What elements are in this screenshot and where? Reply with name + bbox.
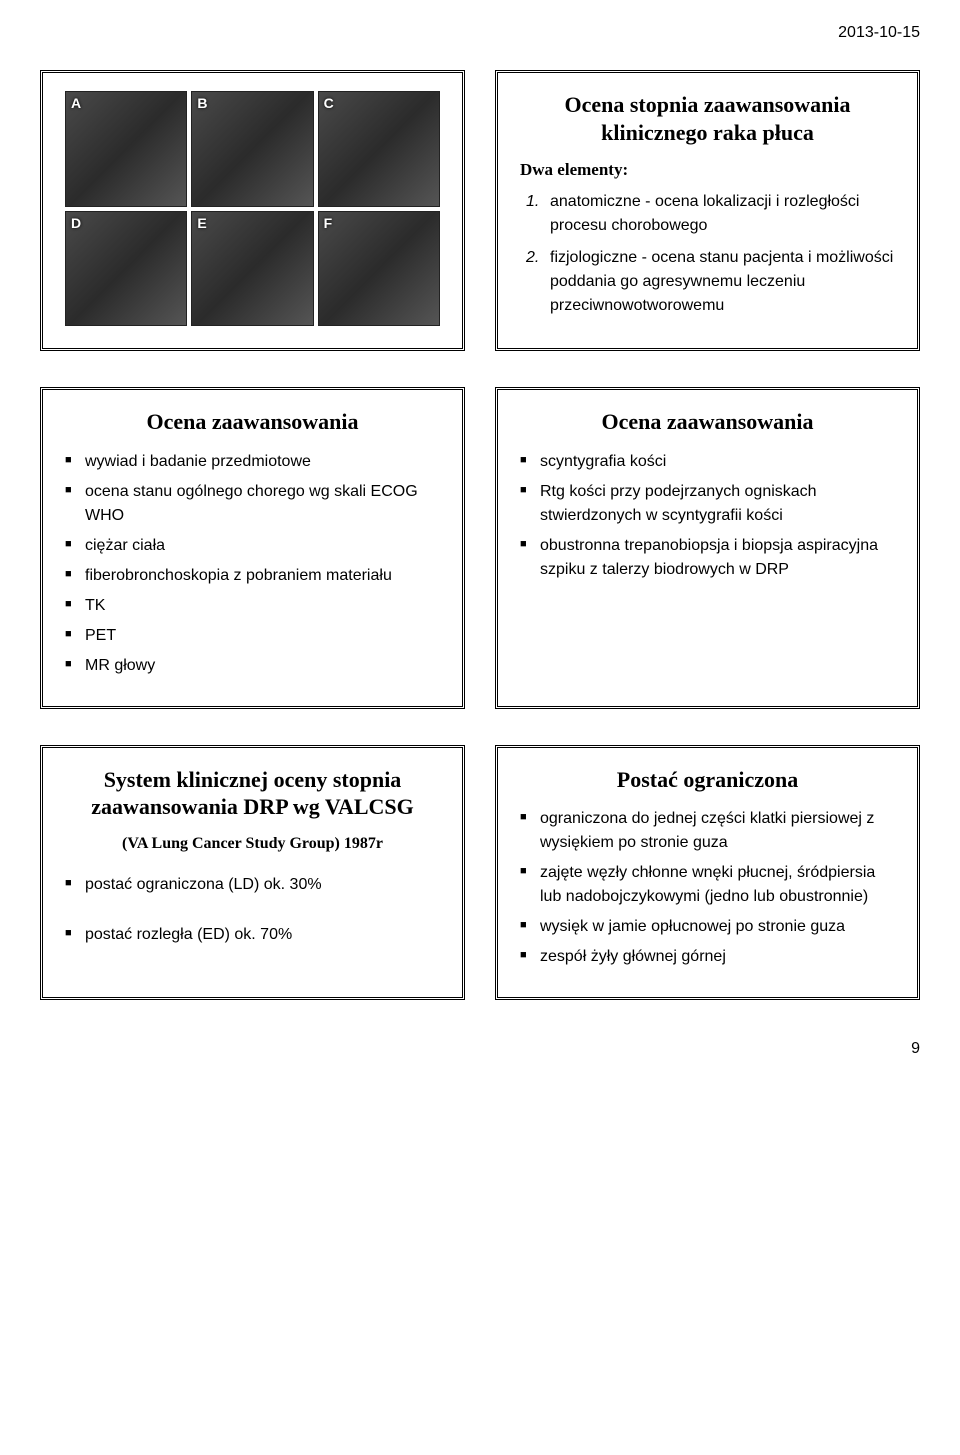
list-item: zespół żyły głównej górnej xyxy=(520,945,895,969)
list-item: 1.anatomiczne - ocena lokalizacji i rozl… xyxy=(526,190,895,238)
list-item: postać rozległa (ED) ok. 70% xyxy=(65,923,440,947)
image-cell: A xyxy=(65,91,187,207)
panel-title: Ocena stopnia zaawansowania klinicznego … xyxy=(520,91,895,146)
panel-subtitle: (VA Lung Cancer Study Group) 1987r xyxy=(65,835,440,853)
bullet-list: ograniczona do jednej części klatki pier… xyxy=(520,807,895,975)
item-number: 1. xyxy=(526,190,544,238)
list-item: zajęte węzły chłonne wnęki płucnej, śród… xyxy=(520,861,895,909)
panel-subtitle: Dwa elementy: xyxy=(520,160,895,180)
list-item: TK xyxy=(65,594,440,618)
image-label: D xyxy=(71,215,81,231)
row-1: A B C D E F Ocena stopnia zaawansowania … xyxy=(40,70,920,351)
panel-title: Postać ograniczona xyxy=(520,766,895,794)
panel-title: Ocena zaawansowania xyxy=(520,408,895,436)
image-grid: A B C D E F xyxy=(65,91,440,326)
image-cell: B xyxy=(191,91,313,207)
image-label: B xyxy=(197,95,207,111)
image-cell: C xyxy=(318,91,440,207)
bullet-list: postać ograniczona (LD) ok. 30% postać r… xyxy=(65,873,440,953)
item-text: anatomiczne - ocena lokalizacji i rozleg… xyxy=(550,190,895,238)
panel-ocena-zaawansowania-2: Ocena zaawansowania scyntygrafia kości R… xyxy=(495,387,920,709)
row-2: Ocena zaawansowania wywiad i badanie prz… xyxy=(40,387,920,709)
image-cell: D xyxy=(65,211,187,327)
item-text: fizjologiczne - ocena stanu pacjenta i m… xyxy=(550,246,895,318)
image-label: F xyxy=(324,215,333,231)
list-item: obustronna trepanobiopsja i biopsja aspi… xyxy=(520,534,895,582)
list-item: wysięk w jamie opłucnowej po stronie guz… xyxy=(520,915,895,939)
item-number: 2. xyxy=(526,246,544,318)
panel-title: System klinicznej oceny stopnia zaawanso… xyxy=(65,766,440,821)
date-header: 2013-10-15 xyxy=(40,24,920,42)
panel-ocena-zaawansowania-1: Ocena zaawansowania wywiad i badanie prz… xyxy=(40,387,465,709)
bullet-list: scyntygrafia kości Rtg kości przy podejr… xyxy=(520,450,895,588)
list-item: MR głowy xyxy=(65,654,440,678)
image-cell: F xyxy=(318,211,440,327)
list-item: ocena stanu ogólnego chorego wg skali EC… xyxy=(65,480,440,528)
list-item: Rtg kości przy podejrzanych ogniskach st… xyxy=(520,480,895,528)
list-item: ciężar ciała xyxy=(65,534,440,558)
list-item: postać ograniczona (LD) ok. 30% xyxy=(65,873,440,897)
list-item: ograniczona do jednej części klatki pier… xyxy=(520,807,895,855)
panel-postac-ograniczona: Postać ograniczona ograniczona do jednej… xyxy=(495,745,920,1001)
image-label: A xyxy=(71,95,81,111)
image-label: C xyxy=(324,95,334,111)
image-label: E xyxy=(197,215,206,231)
bullet-list: wywiad i badanie przedmiotowe ocena stan… xyxy=(65,450,440,684)
panel-images: A B C D E F xyxy=(40,70,465,351)
page-number: 9 xyxy=(40,1040,920,1058)
list-item: wywiad i badanie przedmiotowe xyxy=(65,450,440,474)
list-item: scyntygrafia kości xyxy=(520,450,895,474)
image-cell: E xyxy=(191,211,313,327)
list-item: PET xyxy=(65,624,440,648)
row-3: System klinicznej oceny stopnia zaawanso… xyxy=(40,745,920,1001)
list-item: fiberobronchoskopia z pobraniem materiał… xyxy=(65,564,440,588)
ordered-list: 1.anatomiczne - ocena lokalizacji i rozl… xyxy=(520,190,895,326)
panel-ocena-stopnia: Ocena stopnia zaawansowania klinicznego … xyxy=(495,70,920,351)
list-item: 2.fizjologiczne - ocena stanu pacjenta i… xyxy=(526,246,895,318)
panel-title: Ocena zaawansowania xyxy=(65,408,440,436)
panel-system-valcsg: System klinicznej oceny stopnia zaawanso… xyxy=(40,745,465,1001)
